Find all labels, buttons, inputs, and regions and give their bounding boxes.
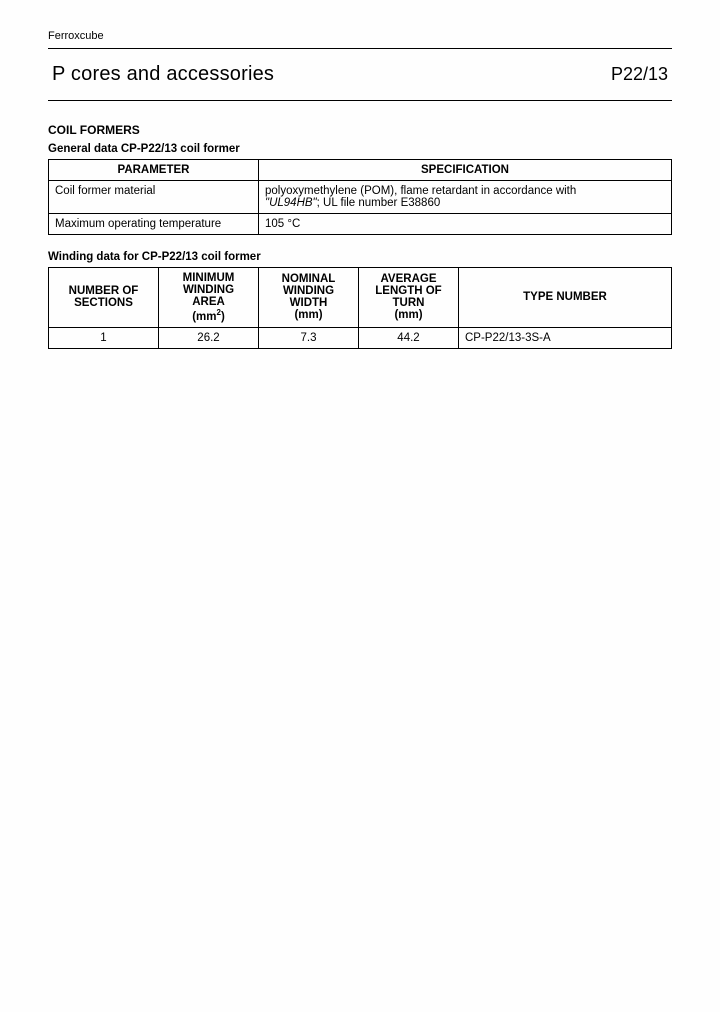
cell-spec: 105 °C [259,214,672,235]
hdr-line: WINDING [183,284,234,296]
general-data-table: PARAMETER SPECIFICATION Coil former mate… [48,159,672,235]
cell-area: 26.2 [159,327,259,348]
col-area: MINIMUM WINDING AREA (mm2) [159,268,259,328]
section-title: COIL FORMERS [48,123,672,137]
table-row: Coil former material polyoxymethylene (P… [49,181,672,214]
hdr-line: WIDTH [290,297,328,309]
col-sections: NUMBER OF SECTIONS [49,268,159,328]
cell-sections: 1 [49,327,159,348]
col-parameter: PARAMETER [49,160,259,181]
cell-width: 7.3 [259,327,359,348]
page: Ferroxcube P cores and accessories P22/1… [0,0,720,1012]
col-specification: SPECIFICATION [259,160,672,181]
cell-param: Maximum operating temperature [49,214,259,235]
col-width: NOMINAL WINDING WIDTH (mm) [259,268,359,328]
table-row: Maximum operating temperature 105 °C [49,214,672,235]
hdr-unit: (mm) [394,309,422,321]
table1-caption: General data CP-P22/13 coil former [48,143,672,155]
spec-text: polyoxymethylene (POM), flame retardant … [265,185,576,197]
hdr-line: AREA [192,296,225,308]
col-type: TYPE NUMBER [459,268,672,328]
hdr-line: MINIMUM [183,272,235,284]
hdr-line: NOMINAL [282,273,336,285]
cell-turn: 44.2 [359,327,459,348]
rule-bottom [48,100,672,101]
hdr-line: TURN [393,297,425,309]
hdr-unit: (mm) [294,309,322,321]
winding-data-table: NUMBER OF SECTIONS MINIMUM WINDING AREA … [48,267,672,349]
col-turn: AVERAGE LENGTH OF TURN (mm) [359,268,459,328]
spec-italic: "UL94HB" [265,197,317,209]
table2-caption: Winding data for CP-P22/13 coil former [48,251,672,263]
page-code: P22/13 [611,64,668,85]
table-row: 1 26.2 7.3 44.2 CP-P22/13-3S-A [49,327,672,348]
table-header-row: NUMBER OF SECTIONS MINIMUM WINDING AREA … [49,268,672,328]
hdr-unit: ) [221,311,225,323]
hdr-line: WINDING [283,285,334,297]
table-header-row: PARAMETER SPECIFICATION [49,160,672,181]
page-title: P cores and accessories [52,63,274,86]
brand-name: Ferroxcube [48,30,672,42]
cell-param: Coil former material [49,181,259,214]
cell-type: CP-P22/13-3S-A [459,327,672,348]
spec-text: 105 °C [265,218,300,230]
cell-spec: polyoxymethylene (POM), flame retardant … [259,181,672,214]
hdr-unit: (mm [192,311,216,323]
spec-text: ; UL file number E38860 [317,197,441,209]
hdr-line: AVERAGE [380,273,436,285]
title-row: P cores and accessories P22/13 [48,49,672,100]
hdr-line: LENGTH OF [375,285,441,297]
